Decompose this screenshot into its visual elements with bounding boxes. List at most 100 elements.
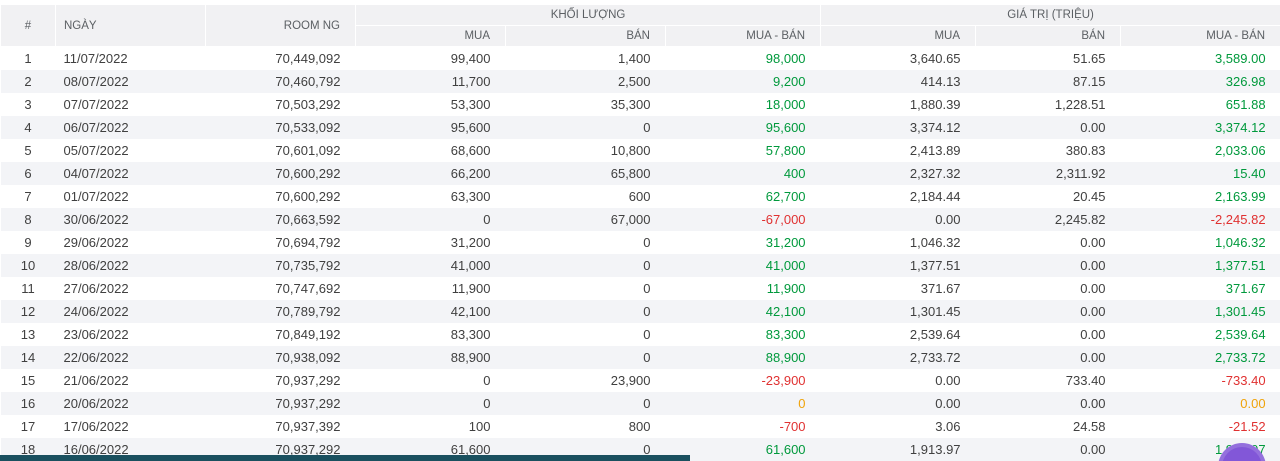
cell-volume-net: 95,600 bbox=[765, 119, 806, 135]
cell-volume-net: 11,900 bbox=[766, 280, 806, 296]
cell-value-net: 2,539.64 bbox=[1214, 326, 1266, 342]
header-date: NGÀY bbox=[55, 4, 206, 47]
cell-volume-buy: 68,600 bbox=[450, 142, 491, 158]
cell-volume-net: 62,700 bbox=[765, 188, 806, 204]
row-index: 7 bbox=[24, 188, 32, 204]
cell-value-sell: 1,228.51 bbox=[1054, 96, 1106, 112]
cell-value-sell: 0.00 bbox=[1080, 234, 1106, 250]
cell-volume-buy: 95,600 bbox=[450, 119, 491, 135]
table-row: 14 22/06/2022 70,938,092 88,900 0 88,900 2,733… bbox=[0, 345, 1280, 369]
cell-value-buy: 371.67 bbox=[920, 280, 961, 296]
cell-value-sell: 0.00 bbox=[1080, 326, 1106, 342]
cell-room: 70,937,292 bbox=[275, 372, 341, 388]
cell-value-sell: 0.00 bbox=[1080, 395, 1106, 411]
cell-date: 22/06/2022 bbox=[63, 349, 129, 365]
cell-volume-sell: 0 bbox=[643, 349, 651, 365]
cell-volume-buy: 0 bbox=[483, 372, 491, 388]
cell-value-net: -21.52 bbox=[1228, 418, 1266, 434]
cell-volume-sell: 23,900 bbox=[610, 372, 651, 388]
cell-value-buy: 3.06 bbox=[935, 418, 961, 434]
cell-volume-sell: 0 bbox=[643, 303, 651, 319]
cell-value-net: -2,245.82 bbox=[1210, 211, 1266, 227]
cell-value-sell: 0.00 bbox=[1080, 441, 1106, 457]
table-row: 5 05/07/2022 70,601,092 68,600 10,800 57,800 2… bbox=[1, 139, 1280, 162]
cell-volume-buy: 0 bbox=[483, 211, 491, 227]
cell-volume-buy: 11,700 bbox=[451, 73, 491, 89]
cell-room: 70,460,792 bbox=[275, 73, 341, 89]
header-index: # bbox=[0, 4, 56, 47]
table-row: 12 24/06/2022 70,789,792 42,100 0 42,100 1,301… bbox=[0, 299, 1280, 323]
cell-date: 17/06/2022 bbox=[63, 418, 129, 434]
cell-date: 27/06/2022 bbox=[63, 280, 129, 296]
table-row: 1 11/07/2022 70,449,092 99,400 1,400 98,000 3,… bbox=[1, 47, 1280, 70]
cell-room: 70,600,292 bbox=[275, 188, 341, 204]
cell-value-net: 2,733.72 bbox=[1214, 349, 1266, 365]
chat-button[interactable] bbox=[1218, 443, 1266, 461]
cell-value-net: 0.00 bbox=[1240, 395, 1266, 411]
row-index: 1 bbox=[24, 50, 32, 66]
cell-date: 05/07/2022 bbox=[63, 142, 129, 158]
cell-volume-sell: 65,800 bbox=[610, 165, 651, 181]
table-row: 6 04/07/2022 70,600,292 66,200 65,800 400 2,32… bbox=[0, 161, 1280, 185]
cell-volume-buy: 42,100 bbox=[450, 303, 491, 319]
cell-room: 70,663,592 bbox=[275, 211, 341, 227]
cell-date: 04/07/2022 bbox=[63, 165, 129, 181]
cell-volume-sell: 2,500 bbox=[617, 73, 651, 89]
cell-date: 30/06/2022 bbox=[63, 211, 129, 227]
bottom-partial-panel bbox=[0, 455, 690, 461]
cell-value-buy: 3,640.65 bbox=[909, 50, 961, 66]
cell-volume-sell: 0 bbox=[643, 441, 651, 457]
row-index: 15 bbox=[20, 372, 36, 388]
cell-value-buy: 0.00 bbox=[935, 211, 961, 227]
cell-value-net: 651.88 bbox=[1225, 96, 1266, 112]
cell-volume-sell: 0 bbox=[643, 234, 651, 250]
table-row: 8 30/06/2022 70,663,592 0 67,000 -67,000 0.00 2… bbox=[0, 207, 1280, 231]
cell-value-net: 1,377.51 bbox=[1214, 257, 1266, 273]
cell-volume-net: 88,900 bbox=[765, 349, 806, 365]
cell-room: 70,600,292 bbox=[275, 165, 341, 181]
cell-room: 70,938,092 bbox=[275, 349, 341, 365]
row-index: 12 bbox=[20, 303, 36, 319]
cell-volume-buy: 100 bbox=[468, 418, 491, 434]
cell-date: 21/06/2022 bbox=[63, 372, 129, 388]
cell-room: 70,694,792 bbox=[275, 234, 341, 250]
table-row: 2 08/07/2022 70,460,792 11,700 2,500 9,200 414… bbox=[0, 69, 1280, 93]
cell-volume-sell: 0 bbox=[643, 326, 651, 342]
row-index: 9 bbox=[24, 234, 32, 250]
cell-date: 20/06/2022 bbox=[63, 395, 129, 411]
cell-room: 70,747,692 bbox=[275, 280, 341, 296]
row-index: 13 bbox=[20, 326, 36, 342]
header-value-sell: BÁN bbox=[975, 25, 1122, 47]
cell-value-net: -733.40 bbox=[1221, 372, 1266, 388]
cell-value-sell: 380.83 bbox=[1065, 142, 1106, 158]
cell-value-sell: 87.15 bbox=[1072, 73, 1106, 89]
cell-date: 24/06/2022 bbox=[63, 303, 129, 319]
cell-date: 28/06/2022 bbox=[63, 257, 129, 273]
table-row: 7 01/07/2022 70,600,292 63,300 600 62,700 2,18… bbox=[1, 185, 1280, 208]
cell-value-net: 3,589.00 bbox=[1214, 50, 1266, 66]
cell-value-net: 326.98 bbox=[1225, 73, 1266, 89]
cell-value-buy: 0.00 bbox=[935, 395, 961, 411]
cell-value-sell: 2,245.82 bbox=[1054, 211, 1106, 227]
header-sub-row: MUA BÁN MUA - BÁN MUA BÁN MUA - BÁN bbox=[1, 25, 1280, 47]
cell-value-buy: 1,301.45 bbox=[909, 303, 961, 319]
row-index: 4 bbox=[24, 119, 32, 135]
cell-value-net: 1,301.45 bbox=[1214, 303, 1266, 319]
cell-value-net: 2,163.99 bbox=[1214, 188, 1266, 204]
cell-date: 07/07/2022 bbox=[63, 96, 129, 112]
cell-value-sell: 0.00 bbox=[1080, 280, 1106, 296]
cell-volume-net: 57,800 bbox=[765, 142, 806, 158]
cell-volume-sell: 600 bbox=[628, 188, 651, 204]
cell-room: 70,735,792 bbox=[275, 257, 341, 273]
header-group-row: # NGÀY ROOM NG KHỐI LƯỢNG GIÁ TRỊ (TRIỆU… bbox=[0, 4, 1280, 47]
cell-date: 29/06/2022 bbox=[63, 234, 129, 250]
cell-value-buy: 0.00 bbox=[935, 372, 961, 388]
cell-value-sell: 0.00 bbox=[1080, 349, 1106, 365]
cell-value-buy: 1,046.32 bbox=[909, 234, 961, 250]
cell-volume-net: 98,000 bbox=[765, 50, 806, 66]
cell-room: 70,937,292 bbox=[275, 441, 341, 457]
cell-value-buy: 2,184.44 bbox=[909, 188, 961, 204]
cell-value-buy: 3,374.12 bbox=[909, 119, 961, 135]
cell-value-buy: 2,539.64 bbox=[909, 326, 961, 342]
